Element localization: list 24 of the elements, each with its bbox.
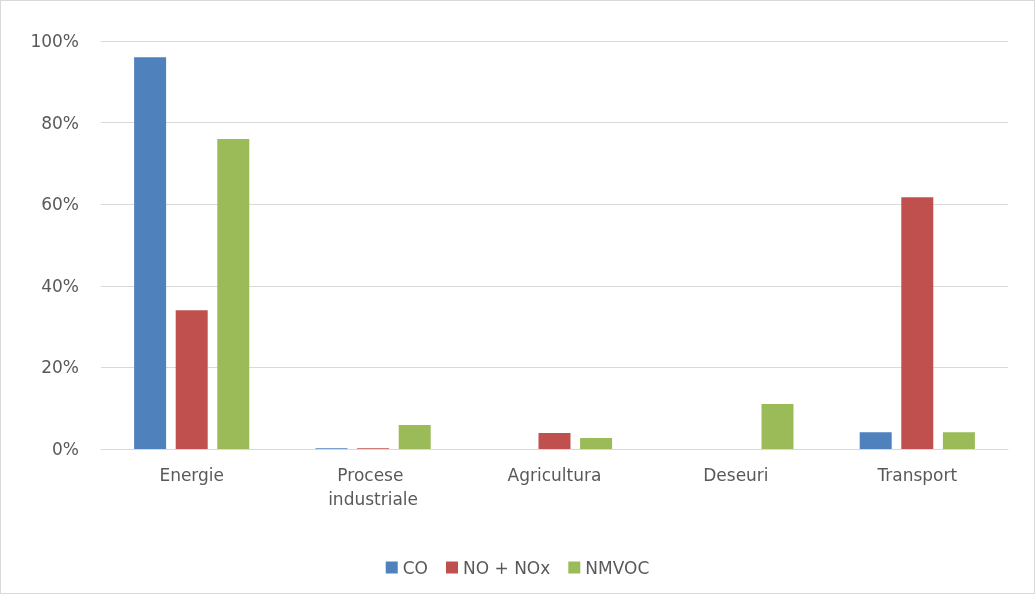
bar: [538, 433, 571, 449]
y-tick-label: 40%: [41, 275, 79, 296]
bar: [580, 437, 613, 449]
legend-label: CO: [402, 557, 428, 578]
x-tick-label: Procese industriale: [328, 465, 419, 509]
y-tick-label: 80%: [41, 112, 79, 133]
bar: [175, 310, 208, 449]
bar: [942, 432, 975, 449]
x-tick-label: Transport: [876, 465, 958, 485]
bar: [859, 432, 892, 449]
y-tick-label: 20%: [41, 357, 79, 378]
bar: [217, 138, 250, 449]
y-tick-label: 0%: [52, 439, 79, 459]
x-tick-label: Energie: [159, 465, 225, 485]
bar: [901, 197, 934, 449]
y-tick-label: 60%: [41, 194, 79, 215]
y-tick-label: 100%: [30, 31, 79, 51]
legend-label: NO + NOx: [462, 557, 551, 578]
bar: [398, 424, 431, 449]
x-tick-label: Deseuri: [703, 465, 769, 485]
legend-label: NMVOC: [585, 557, 650, 578]
bar: [134, 57, 167, 449]
x-tick-label: Agricultura: [507, 465, 602, 485]
bar: [761, 404, 794, 449]
